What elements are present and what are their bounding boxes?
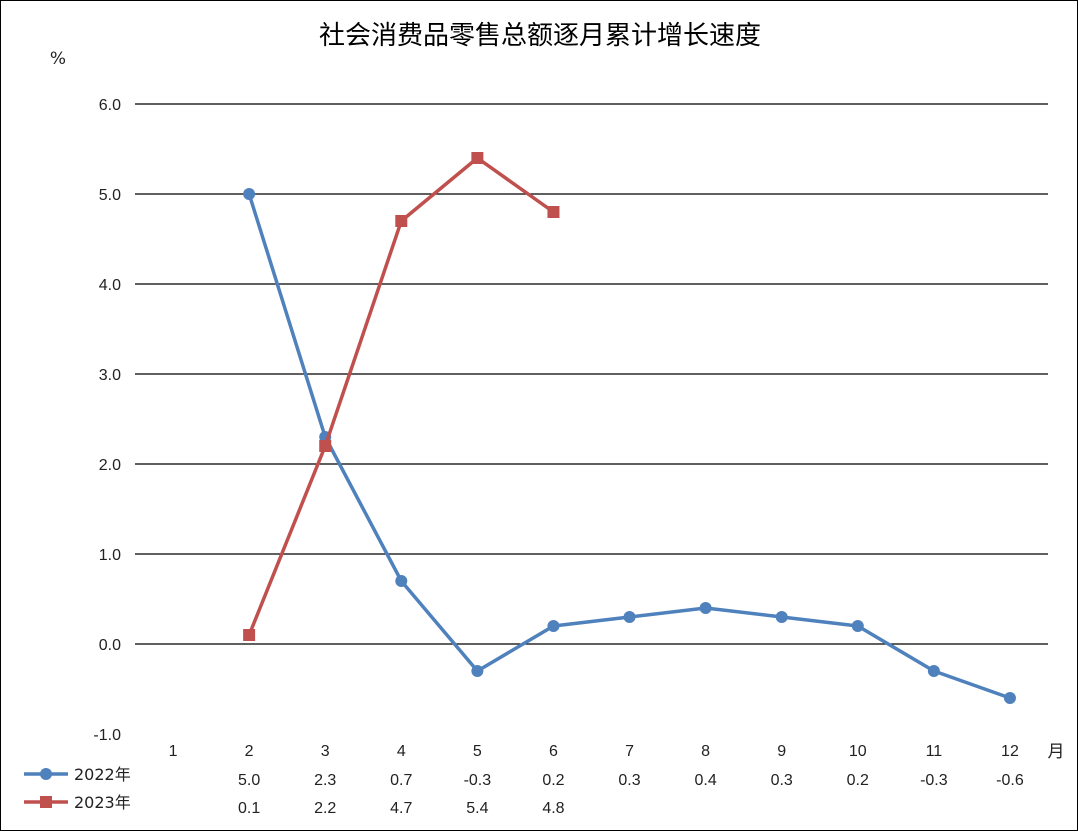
data-label: 0.7 [390, 772, 412, 789]
chart-title: 社会消费品零售总额逐月累计增长速度 [319, 21, 761, 51]
data-label: 5.4 [466, 800, 488, 817]
data-point [851, 620, 864, 632]
legend-marker [40, 768, 52, 780]
y-tick-label: 0.0 [99, 637, 121, 654]
x-tick-label: 1 [169, 743, 178, 760]
x-tick-label: 8 [701, 743, 710, 760]
y-tick-label: -1.0 [93, 727, 121, 744]
legend-marker [40, 796, 52, 808]
data-label: 0.3 [618, 772, 640, 789]
data-label: -0.3 [464, 772, 492, 789]
data-point [547, 620, 560, 632]
data-point [471, 152, 484, 164]
x-tick-label: 7 [625, 743, 634, 760]
data-point [471, 665, 484, 677]
series-2 [243, 152, 560, 641]
data-label: 5.0 [238, 772, 260, 789]
data-label: 2.2 [314, 800, 336, 817]
x-tick-label: 11 [926, 743, 943, 760]
y-tick-label: 2.0 [99, 457, 121, 474]
data-label: 0.2 [847, 772, 869, 789]
data-table: 2022年 5.0 2.3 0.7 -0.3 0.2 0.3 0.4 0.3 0.2 -0.3 -0.… [24, 765, 1024, 817]
data-point [927, 665, 940, 677]
data-label: -0.3 [920, 772, 948, 789]
y-tick-label: 4.0 [99, 277, 121, 294]
y-tick-label: 3.0 [99, 367, 121, 384]
x-tick-label: 2 [245, 743, 254, 760]
legend-label: 2023年 [74, 793, 131, 812]
legend-label: 2022年 [74, 765, 131, 784]
x-tick-label: 9 [777, 743, 786, 760]
data-point [547, 206, 560, 218]
x-axis-unit: 月 [1048, 742, 1065, 762]
data-label: 4.8 [542, 800, 564, 817]
data-label: 0.3 [771, 772, 793, 789]
legend-entry: 2023年 [24, 793, 131, 812]
series-lines [243, 152, 1016, 704]
x-tick-label: 3 [321, 743, 330, 760]
y-tick-label: 6.0 [99, 97, 121, 114]
y-axis-unit: % [50, 49, 66, 69]
data-point [699, 602, 712, 614]
x-tick-label: 10 [849, 743, 867, 760]
data-point [395, 215, 408, 227]
y-tick-label: 1.0 [99, 547, 121, 564]
data-point [1003, 692, 1016, 704]
data-point [243, 188, 256, 200]
data-point [395, 575, 408, 587]
x-tick-label: 5 [473, 743, 482, 760]
gridlines [135, 103, 1048, 645]
data-label: 2.3 [314, 772, 336, 789]
data-point [775, 611, 788, 623]
series-1 [243, 188, 1016, 704]
data-label: -0.6 [996, 772, 1024, 789]
data-label: 0.4 [695, 772, 717, 789]
data-label: 0.2 [542, 772, 564, 789]
data-point [623, 611, 636, 623]
y-tick-label: 5.0 [99, 187, 121, 204]
series-line [247, 156, 555, 636]
x-tick-label: 4 [397, 743, 406, 760]
x-tick-label: 6 [549, 743, 558, 760]
x-tick-labels: 1 2 3 4 5 6 7 8 9 10 11 12 [169, 743, 1019, 760]
data-point [319, 440, 332, 452]
x-tick-label: 12 [1001, 743, 1019, 760]
data-label: 0.1 [238, 800, 260, 817]
data-point [243, 629, 256, 641]
data-label: 4.7 [390, 800, 412, 817]
legend-entry: 2022年 [24, 765, 131, 784]
y-tick-labels: 6.0 5.0 4.0 3.0 2.0 1.0 0.0 -1.0 [93, 97, 121, 744]
